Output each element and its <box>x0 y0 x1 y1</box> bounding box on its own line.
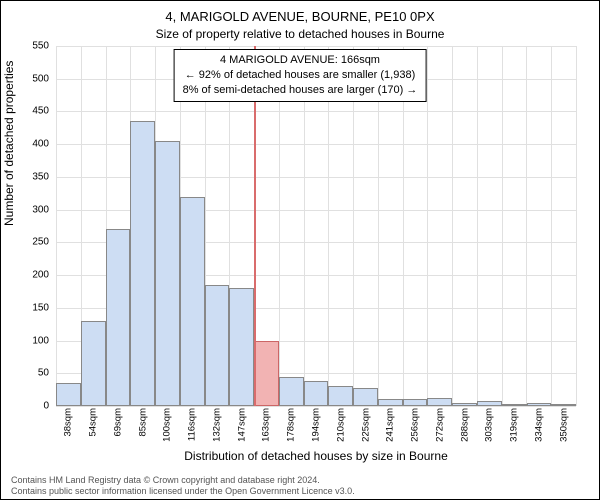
y-tick-label: 400 <box>1 139 49 150</box>
x-axis-label: Distribution of detached houses by size … <box>56 449 576 463</box>
x-tick-label: 132sqm <box>211 408 222 442</box>
annotation-box: 4 MARIGOLD AVENUE: 166sqm ← 92% of detac… <box>174 49 427 102</box>
x-tick-label: 163sqm <box>261 408 272 442</box>
bar <box>81 321 106 406</box>
annotation-line-1: 4 MARIGOLD AVENUE: 166sqm <box>183 53 418 68</box>
x-tick-label: 38sqm <box>63 408 74 437</box>
chart-subtitle: Size of property relative to detached ho… <box>1 27 599 41</box>
y-tick-label: 0 <box>1 401 49 412</box>
x-tick-label: 241sqm <box>385 408 396 442</box>
x-tick-label: 69sqm <box>112 408 123 437</box>
bar <box>229 288 254 406</box>
x-tick-label: 319sqm <box>509 408 520 442</box>
x-tick-label: 272sqm <box>434 408 445 442</box>
x-tick-label: 303sqm <box>484 408 495 442</box>
bar <box>180 197 205 406</box>
x-tick-label: 194sqm <box>311 408 322 442</box>
x-tick-label: 85sqm <box>137 408 148 437</box>
x-tick-label: 147sqm <box>236 408 247 442</box>
x-tick-label: 256sqm <box>410 408 421 442</box>
x-tick-label: 210sqm <box>335 408 346 442</box>
x-tick-label: 178sqm <box>286 408 297 442</box>
y-tick-label: 200 <box>1 270 49 281</box>
x-tick-label: 54sqm <box>88 408 99 437</box>
y-tick-label: 300 <box>1 204 49 215</box>
bar <box>427 398 452 406</box>
bar <box>130 121 155 406</box>
bar <box>304 381 329 406</box>
x-tick-label: 100sqm <box>162 408 173 442</box>
footer-attribution: Contains HM Land Registry data © Crown c… <box>11 475 589 496</box>
bar <box>56 383 81 406</box>
y-tick-label: 500 <box>1 73 49 84</box>
y-tick-label: 450 <box>1 106 49 117</box>
bar <box>353 388 378 406</box>
chart-root: 4, MARIGOLD AVENUE, BOURNE, PE10 0PX Siz… <box>0 0 600 500</box>
footer-line-2: Contains public sector information licen… <box>11 486 589 496</box>
bar-highlighted <box>254 341 279 406</box>
y-tick-label: 100 <box>1 335 49 346</box>
bar <box>279 377 304 406</box>
chart-title: 4, MARIGOLD AVENUE, BOURNE, PE10 0PX <box>1 9 599 24</box>
gridline-v <box>576 46 577 406</box>
y-tick-label: 150 <box>1 302 49 313</box>
y-axis-ticks: 050100150200250300350400450500550 <box>1 46 51 406</box>
y-tick-label: 50 <box>1 368 49 379</box>
y-tick-label: 550 <box>1 41 49 52</box>
footer-line-1: Contains HM Land Registry data © Crown c… <box>11 475 589 485</box>
x-tick-label: 334sqm <box>533 408 544 442</box>
x-tick-label: 288sqm <box>459 408 470 442</box>
annotation-line-3: 8% of semi-detached houses are larger (1… <box>183 83 418 98</box>
x-tick-label: 116sqm <box>187 408 198 441</box>
annotation-line-2: ← 92% of detached houses are smaller (1,… <box>183 68 418 83</box>
bar <box>205 285 230 406</box>
y-tick-label: 250 <box>1 237 49 248</box>
bar <box>155 141 180 406</box>
y-tick-label: 350 <box>1 171 49 182</box>
bar <box>328 386 353 406</box>
bar <box>106 229 131 406</box>
x-tick-label: 225sqm <box>360 408 371 442</box>
x-tick-label: 350sqm <box>558 408 569 442</box>
